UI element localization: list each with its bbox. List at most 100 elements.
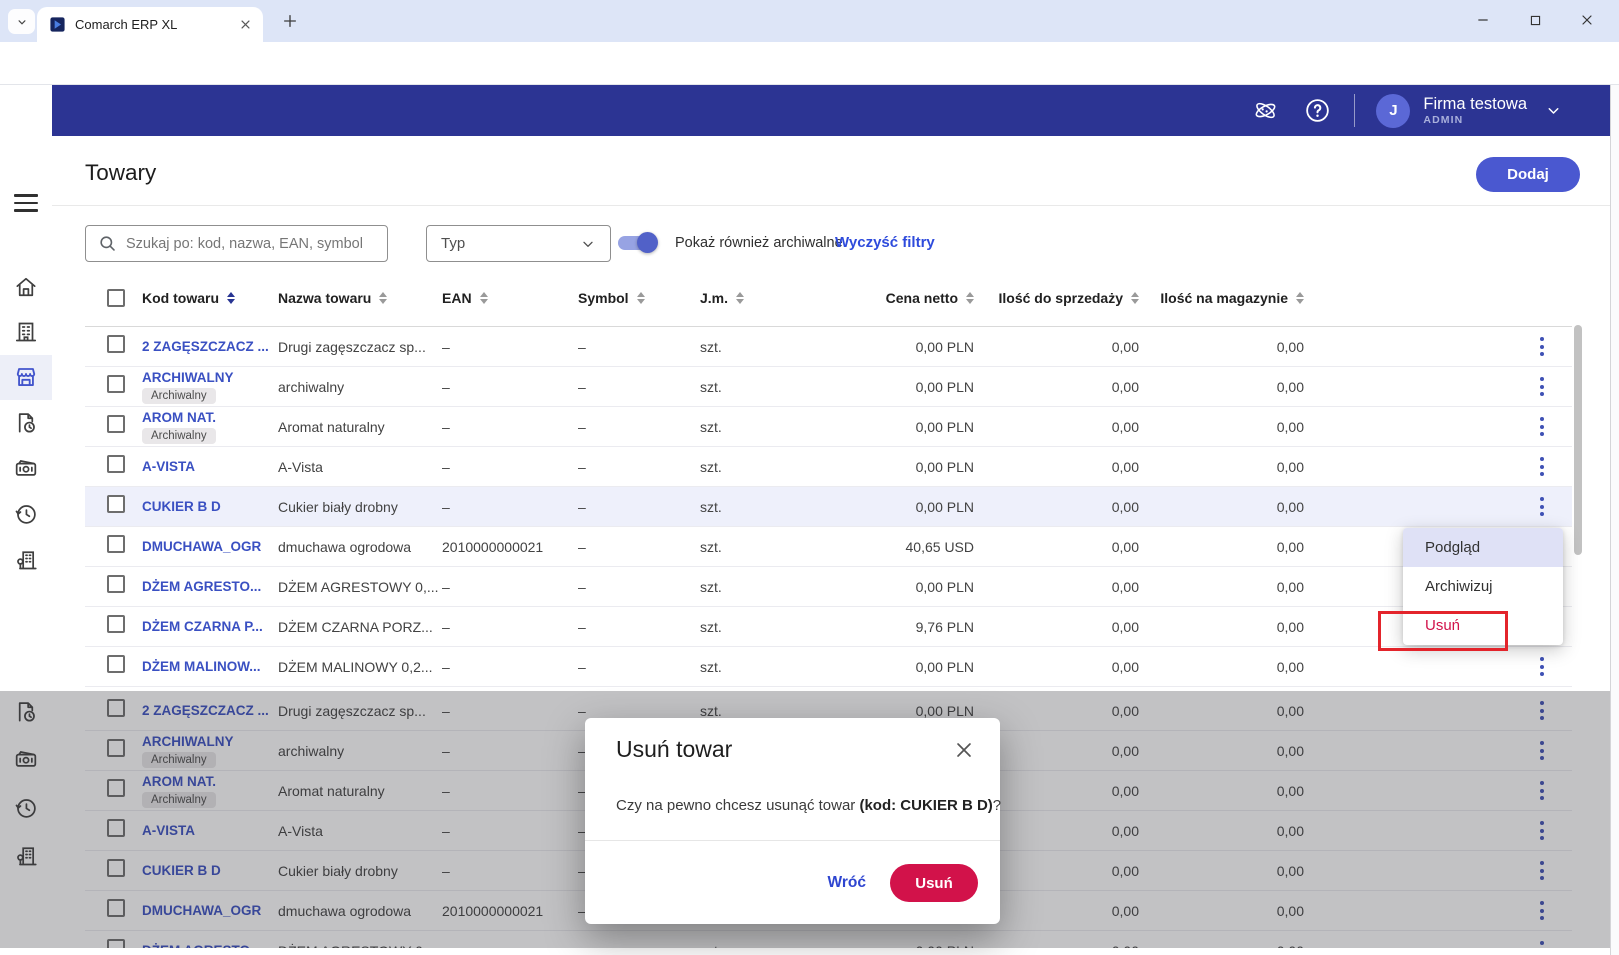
product-code-link[interactable]: DMUCHAWA_OGR [142,539,262,554]
company-name: Firma testowa [1423,95,1527,113]
context-menu-item[interactable]: Archiwizuj [1425,578,1493,595]
row-checkbox[interactable] [107,615,125,633]
user-avatar[interactable]: J [1376,93,1411,128]
table-row[interactable]: DMUCHAWA_OGR dmuchawa ogrodowa 201000000… [85,527,1572,567]
column-header-ilosc-na-magazynie[interactable]: Ilość na magazynie [1139,290,1304,306]
sort-icon [1296,291,1304,305]
row-actions-kebab-icon [1536,737,1548,764]
table-body: 2 ZAGĘSZCZACZ ... Drugi zagęszczacz sp..… [85,327,1572,687]
column-header-kod-towaru[interactable]: Kod towaru [142,290,278,306]
product-code-link[interactable]: AROM NAT. [142,409,216,425]
table-row[interactable]: DŻEM MALINOW... DŻEM MALINOWY 0,2... – –… [85,647,1572,687]
row-actions-kebab-icon [1536,817,1548,844]
table-row[interactable]: DŻEM AGRESTO... DŻEM AGRESTOWY 0,... – –… [85,567,1572,607]
warehouse-city-icon[interactable] [13,547,39,573]
row-actions-kebab-icon [1536,897,1548,924]
product-code-link[interactable]: 2 ZAGĘSZCZACZ ... [142,339,269,354]
product-symbol: – [578,702,586,719]
row-checkbox[interactable] [107,495,125,513]
search-input[interactable]: Szukaj po: kod, nazwa, EAN, symbol [85,225,388,262]
row-actions-kebab-icon[interactable] [1536,333,1548,360]
archive-toggle[interactable] [618,232,658,253]
product-name: archiwalny [278,742,345,759]
product-code-link[interactable]: A-VISTA [142,459,195,474]
title-divider [52,205,1610,206]
row-checkbox [107,699,125,717]
row-actions-kebab-icon[interactable] [1536,653,1548,680]
company-building-icon[interactable] [13,319,39,345]
product-net-price: 0,00 PLN [816,943,974,949]
clear-filters-link[interactable]: Wyczyść filtry [835,234,935,251]
column-header-ilosc-do-sprzedazy[interactable]: Ilość do sprzedaży [974,290,1139,306]
column-header-symbol[interactable]: Symbol [578,290,696,306]
add-button[interactable]: Dodaj [1476,157,1580,192]
warehouse-city-icon [17,847,37,866]
tab-search-button[interactable] [8,9,35,34]
help-icon[interactable] [1304,97,1331,124]
table-row[interactable]: A-VISTA A-Vista – – szt. 0,00 PLN 0,00 0… [85,447,1572,487]
row-actions-kebab-icon[interactable] [1536,493,1548,520]
table-row[interactable]: DŻEM CZARNA P... DŻEM CZARNA PORZ... – –… [85,607,1572,647]
browser-tab[interactable]: Comarch ERP XL [37,7,263,42]
row-checkbox[interactable] [107,375,125,393]
new-tab-button[interactable] [277,8,303,34]
product-code-link[interactable]: DŻEM MALINOW... [142,659,261,674]
user-info[interactable]: Firma testowa ADMIN [1423,95,1527,126]
window-maximize-button[interactable] [1509,0,1561,40]
history-icon[interactable] [13,501,39,527]
row-actions-kebab-icon[interactable] [1536,413,1548,440]
archive-toggle-label: Pokaż również archiwalne [675,235,843,251]
row-checkbox[interactable] [107,655,125,673]
product-unit: szt. [700,378,722,395]
row-actions-kebab-icon[interactable] [1536,453,1548,480]
product-name: Aromat naturalny [278,782,385,799]
home-icon[interactable] [13,274,39,300]
annotation-red-box [1378,611,1508,651]
row-checkbox[interactable] [107,575,125,593]
column-header-ean[interactable]: EAN [442,290,578,306]
user-role: ADMIN [1423,114,1464,126]
product-qty-for-sale: 0,00 [1111,338,1139,355]
sort-icon [1131,291,1139,305]
tab-close-icon[interactable] [238,17,253,32]
context-menu-item[interactable]: Usuń [1425,617,1461,634]
row-checkbox[interactable] [107,415,125,433]
row-checkbox[interactable] [107,335,125,353]
row-checkbox [107,819,125,837]
product-ean: – [442,742,450,759]
table-row[interactable]: 2 ZAGĘSZCZACZ ... Drugi zagęszczacz sp..… [85,327,1572,367]
window-close-button[interactable] [1561,0,1613,40]
modal-delete-button[interactable]: Usuń [890,864,978,902]
table-row[interactable]: ARCHIWALNY Archiwalny archiwalny – – szt… [85,367,1572,407]
window-minimize-button[interactable] [1457,0,1509,40]
product-code-link[interactable]: ARCHIWALNY [142,369,234,385]
finance-icon[interactable] [13,456,39,482]
row-checkbox[interactable] [107,535,125,553]
table-row[interactable]: CUKIER B D Cukier biały drobny – – szt. … [85,487,1572,527]
row-checkbox[interactable] [107,455,125,473]
context-menu-item[interactable]: Podgląd [1403,528,1563,567]
hamburger-menu-icon[interactable] [14,194,38,212]
product-code-link[interactable]: DŻEM CZARNA P... [142,619,263,634]
select-all-checkbox[interactable] [107,289,125,307]
documents-icon[interactable] [13,410,39,436]
modules-icon[interactable] [1252,97,1279,124]
store-icon[interactable] [13,364,39,390]
column-header-cena-netto[interactable]: Cena netto [816,290,974,306]
table-row[interactable]: AROM NAT. Archiwalny Aromat naturalny – … [85,407,1572,447]
product-net-price: 0,00 PLN [915,418,974,435]
type-filter-select[interactable]: Typ [426,225,611,262]
product-qty-in-stock: 0,00 [1276,578,1304,595]
product-ean: – [442,498,450,515]
row-actions-kebab-icon[interactable] [1536,373,1548,400]
product-code-link[interactable]: CUKIER B D [142,499,221,514]
column-header-nazwa-towaru[interactable]: Nazwa towaru [278,290,442,306]
table-scrollbar-thumb[interactable] [1574,325,1582,555]
product-qty-in-stock: 0,00 [1276,418,1304,435]
account-chevron-down-icon[interactable] [1545,102,1562,119]
page-scrollbar-track[interactable] [1610,85,1619,955]
modal-close-icon[interactable] [953,739,975,761]
product-code-link[interactable]: DŻEM AGRESTO... [142,579,262,594]
modal-back-button[interactable]: Wróć [827,874,866,891]
column-header-jm[interactable]: J.m. [696,290,816,306]
